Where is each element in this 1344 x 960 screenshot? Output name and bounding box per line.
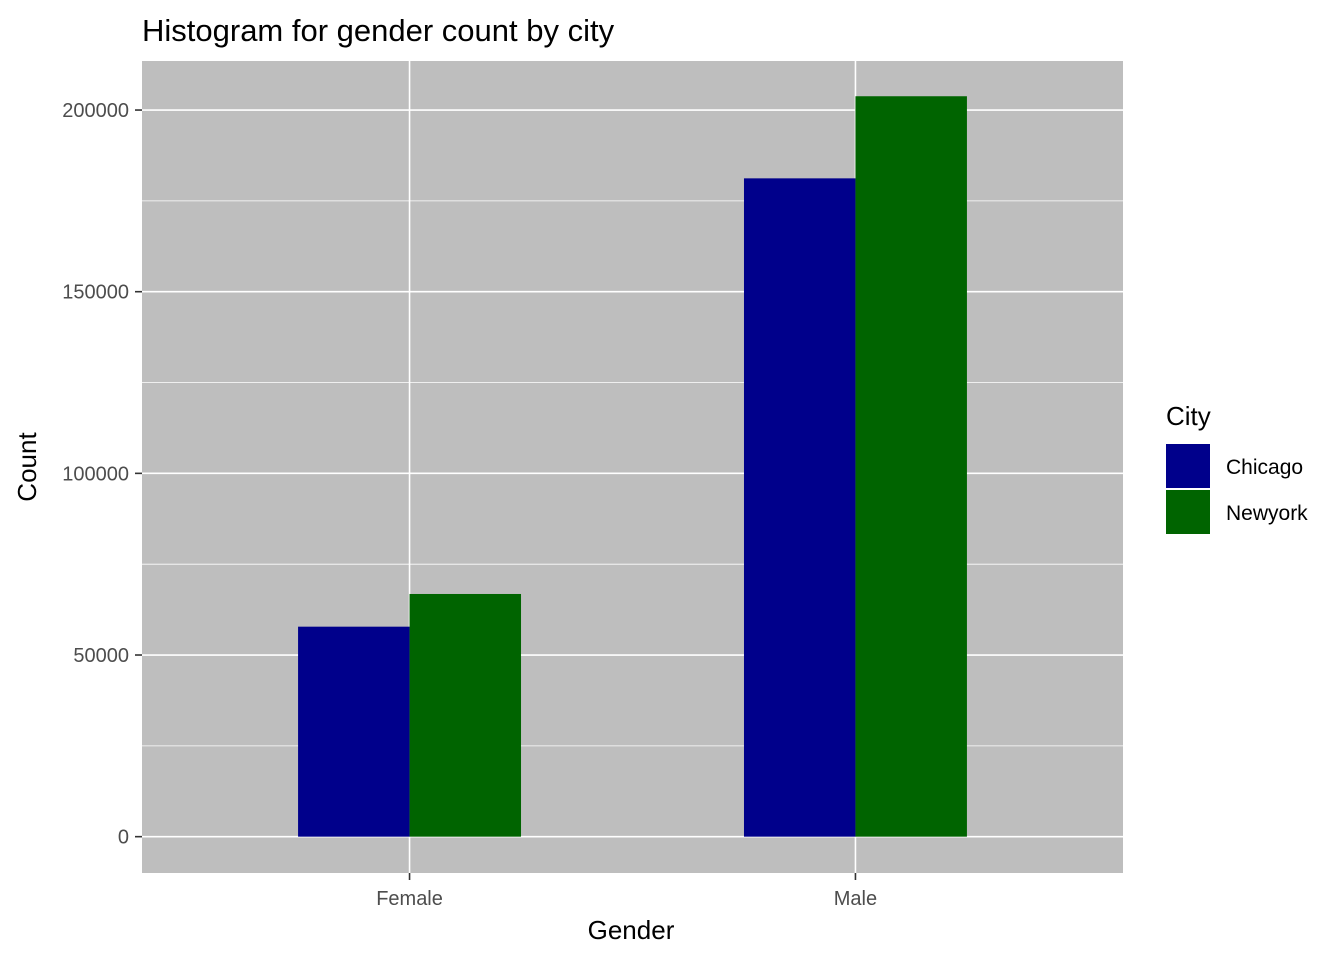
x-tick-label: Male xyxy=(834,888,877,910)
plot-panel xyxy=(142,61,1123,873)
legend-title: City xyxy=(1166,401,1211,431)
legend-label-chicago: Chicago xyxy=(1226,456,1303,479)
bar-chicago-female xyxy=(298,626,410,837)
bars xyxy=(298,96,967,837)
legend-key-newyork xyxy=(1166,490,1210,534)
chart-title: Histogram for gender count by city xyxy=(142,13,615,48)
bar-newyork-male xyxy=(855,96,967,837)
legend: City Chicago Newyork xyxy=(1166,401,1308,534)
y-axis-title: Count xyxy=(12,432,42,502)
legend-items: Chicago Newyork xyxy=(1166,444,1308,534)
bar-chicago-male xyxy=(743,178,856,837)
x-axis: Female Male xyxy=(376,873,877,910)
x-tick-label: Female xyxy=(376,888,443,910)
bar-newyork-female xyxy=(409,593,522,837)
y-tick-label: 200000 xyxy=(62,100,129,122)
y-tick-label: 150000 xyxy=(62,282,129,304)
legend-label-newyork: Newyork xyxy=(1226,502,1308,525)
y-tick-label: 0 xyxy=(118,827,129,849)
legend-key-chicago xyxy=(1166,444,1210,488)
y-axis: 0 50000 100000 150000 200000 xyxy=(62,100,142,849)
y-tick-label: 50000 xyxy=(73,645,129,667)
y-tick-label: 100000 xyxy=(62,463,129,485)
x-axis-title: Gender xyxy=(588,915,675,945)
